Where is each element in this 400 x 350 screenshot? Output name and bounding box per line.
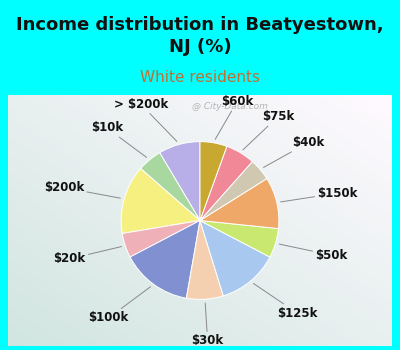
Text: $200k: $200k — [44, 181, 120, 198]
Wedge shape — [200, 178, 279, 229]
Text: @ City-Data.com: @ City-Data.com — [192, 102, 268, 111]
Wedge shape — [200, 220, 278, 257]
Wedge shape — [121, 169, 200, 233]
Text: $150k: $150k — [281, 187, 358, 202]
Wedge shape — [200, 220, 270, 296]
Text: White residents: White residents — [140, 70, 260, 85]
Wedge shape — [160, 142, 200, 220]
Text: Income distribution in Beatyestown,
NJ (%): Income distribution in Beatyestown, NJ (… — [16, 16, 384, 56]
Wedge shape — [186, 220, 223, 299]
Wedge shape — [122, 220, 200, 257]
Text: $125k: $125k — [254, 284, 318, 320]
Text: > $200k: > $200k — [114, 98, 177, 141]
Text: $100k: $100k — [89, 287, 150, 324]
Text: $10k: $10k — [91, 121, 146, 158]
Text: $75k: $75k — [243, 111, 294, 150]
Text: $30k: $30k — [192, 303, 224, 347]
Wedge shape — [200, 161, 267, 220]
Wedge shape — [130, 220, 200, 298]
Wedge shape — [200, 142, 227, 220]
Text: $60k: $60k — [215, 95, 253, 139]
Text: $40k: $40k — [264, 136, 324, 167]
Wedge shape — [141, 153, 200, 220]
Text: $50k: $50k — [279, 244, 348, 262]
Wedge shape — [200, 146, 252, 220]
Text: $20k: $20k — [54, 246, 122, 265]
